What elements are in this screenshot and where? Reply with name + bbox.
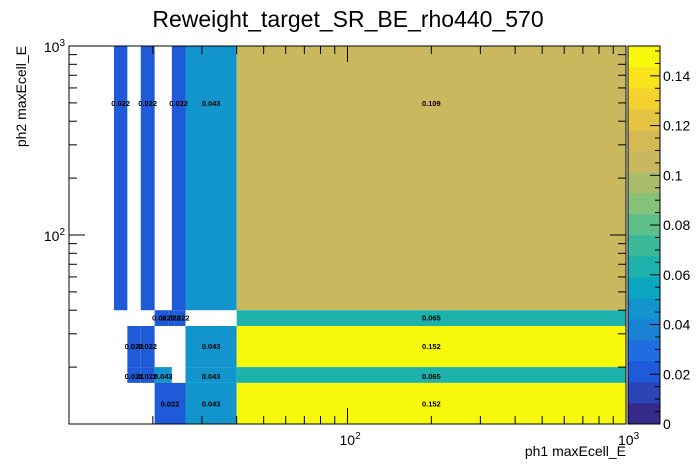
- color-bar-segment: [628, 340, 660, 362]
- cell-value-label: 0.022: [162, 314, 181, 323]
- color-bar-tick-label: 0.04: [663, 317, 690, 333]
- heatmap-cell: [113, 46, 128, 311]
- cell-value-label: 0.022: [111, 99, 130, 108]
- cell-value-label: 0.022: [138, 99, 157, 108]
- heatmap-cell: [236, 326, 626, 368]
- heatmap-cell: [174, 310, 186, 327]
- color-bar-segment: [628, 193, 660, 215]
- color-bar-frame: [627, 45, 661, 425]
- heatmap-cell: [236, 367, 626, 383]
- color-bar-segment: [628, 361, 660, 383]
- color-bar-tick-label: 0.12: [663, 118, 690, 134]
- cell-value-label: 0.022: [169, 99, 188, 108]
- cell-value-label: 0.022: [161, 400, 180, 409]
- axis-ticks: [68, 46, 626, 425]
- heatmap-cell: [168, 310, 175, 327]
- heatmap-cell: [185, 326, 237, 368]
- color-bar-segment: [628, 88, 660, 110]
- heatmap-cell: [154, 382, 186, 424]
- color-bar: 0 0.02 0.04 0.06 0.08 0.1 0.12 0.14: [627, 45, 690, 432]
- cell-value-label: 0.043: [202, 99, 221, 108]
- cell-value-label: 0.022: [138, 342, 157, 351]
- cell-value-label: 0.022: [152, 314, 171, 323]
- heatmap-cell: [127, 367, 141, 383]
- heatmap-cell: [185, 382, 237, 424]
- y-tick-label: 103: [44, 38, 66, 55]
- cell-value-label: 0.043: [154, 372, 173, 381]
- color-bar-segment: [628, 214, 660, 236]
- color-bar-segment: [628, 130, 660, 152]
- cell-value-label: 0.022: [138, 372, 157, 381]
- cell-labels: 0.022 0.022 0.022 0.043 0.1090.0220.0220.022…: [111, 99, 440, 409]
- chart-title: Reweight_target_SR_BE_rho440_570: [152, 6, 544, 32]
- color-bar-segment: [628, 151, 660, 173]
- color-bar-tick-label: 0.06: [663, 267, 690, 283]
- y-axis-label: ph2 maxEcell_E: [13, 46, 29, 147]
- cell-value-label: 0.152: [422, 342, 441, 351]
- heatmap-cells: [113, 46, 626, 424]
- color-bar-segment: [628, 46, 660, 68]
- color-bar-segment: [628, 235, 660, 257]
- heatmap-cell: [185, 367, 237, 383]
- heatmap-cell: [236, 46, 626, 311]
- cell-value-label: 0.109: [422, 99, 441, 108]
- cell-value-label: 0.022: [125, 342, 144, 351]
- cell-value-label: 0.043: [202, 372, 221, 381]
- cell-value-label: 0.022: [125, 372, 144, 381]
- color-bar-tick-label: 0.08: [663, 217, 690, 233]
- heatmap-cell: [140, 46, 155, 311]
- heatmap-cell: [127, 326, 141, 368]
- color-bar-segment: [628, 67, 660, 89]
- color-bar-segment: [628, 403, 660, 425]
- color-bar-tick-label: 0: [663, 416, 671, 432]
- cell-value-label: 0.022: [171, 314, 190, 323]
- color-bar-tick-label: 0.14: [663, 68, 690, 84]
- heatmap-cell: [140, 326, 155, 368]
- heatmap-cell: [185, 46, 237, 311]
- cell-value-label: 0.152: [422, 400, 441, 409]
- x-tick-label: 103: [618, 431, 640, 448]
- x-tick-label: 102: [340, 431, 362, 448]
- color-bar-segment: [628, 382, 660, 404]
- cell-value-label: 0.065: [422, 314, 441, 323]
- cell-value-label: 0.043: [202, 342, 221, 351]
- heatmap-cell: [171, 46, 186, 311]
- color-bar-segment: [628, 109, 660, 131]
- heatmap-cell: [140, 367, 155, 383]
- x-axis-label: ph1 maxEcell_E: [525, 443, 626, 459]
- color-bar-tick-label: 0.1: [663, 167, 683, 183]
- color-bar-segment: [628, 277, 660, 299]
- color-bar-segment: [628, 172, 660, 194]
- color-bar-segment: [628, 256, 660, 278]
- cell-value-label: 0.065: [422, 372, 441, 381]
- cell-value-label: 0.043: [202, 400, 221, 409]
- heatmap-cell: [236, 310, 626, 327]
- color-bar-tick-label: 0.02: [663, 366, 690, 382]
- y-tick-label: 102: [44, 227, 66, 244]
- heatmap-cell: [154, 310, 169, 327]
- heatmap-cell: [154, 367, 172, 383]
- color-bar-segment: [628, 298, 660, 320]
